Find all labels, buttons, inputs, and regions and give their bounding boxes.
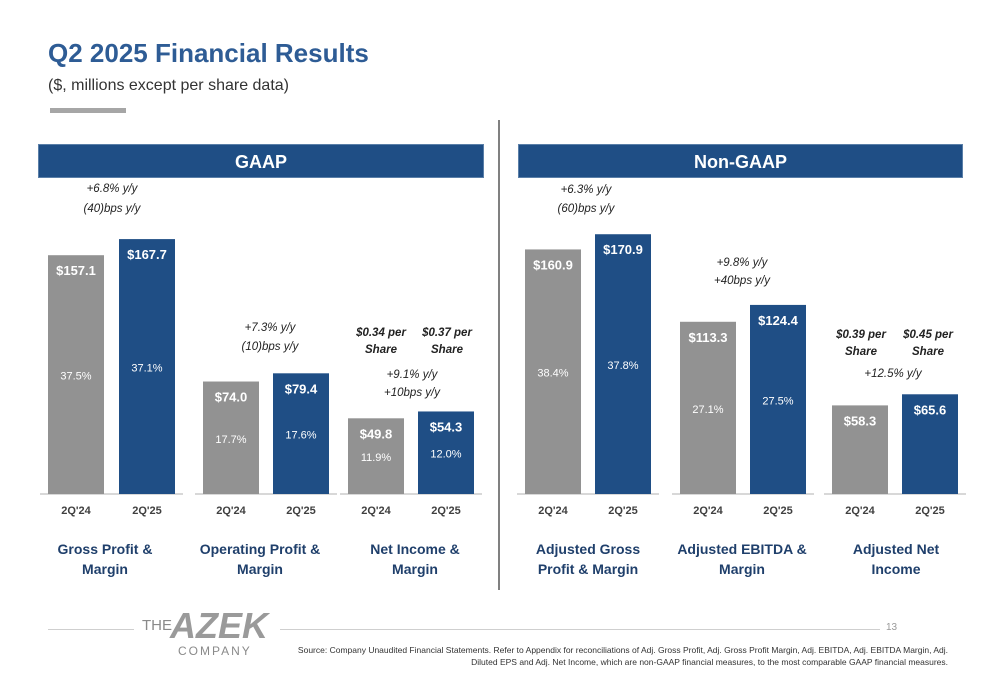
bar-value-label: $157.1 [56, 263, 96, 278]
bar-margin-label: 27.1% [692, 404, 723, 416]
yoy-annotation: +10bps y/y [384, 387, 441, 399]
chart-title: Adjusted Net [853, 541, 940, 557]
logo-the: THE [142, 617, 172, 634]
yoy-annotation: +6.3% y/y [561, 184, 613, 196]
x-tick-label: 2Q'24 [538, 505, 568, 517]
bar-value-label: $160.9 [533, 257, 573, 272]
per-share-label: $0.34 per [355, 327, 406, 339]
yoy-annotation: +7.3% y/y [245, 322, 297, 334]
yoy-annotation: +40bps y/y [714, 275, 771, 287]
x-tick-label: 2Q'25 [132, 505, 162, 517]
page-number: 13 [886, 622, 898, 633]
x-tick-label: 2Q'25 [431, 505, 461, 517]
chart-title: Profit & Margin [538, 561, 638, 577]
per-share-label: Share [431, 344, 464, 356]
bar-prior [203, 381, 259, 494]
bar-value-label: $124.4 [758, 313, 799, 328]
bar-margin-label: 12.0% [430, 449, 461, 461]
chart-title: Operating Profit & [200, 541, 321, 557]
bar-value-label: $58.3 [844, 413, 877, 428]
bar-value-label: $74.0 [215, 390, 248, 405]
chart-title: Net Income & [370, 541, 459, 557]
x-tick-label: 2Q'24 [845, 505, 875, 517]
bar-margin-label: 37.1% [131, 363, 162, 375]
x-tick-label: 2Q'24 [361, 505, 391, 517]
per-share-label: $0.45 per [902, 329, 953, 341]
x-tick-label: 2Q'24 [216, 505, 246, 517]
bar-prior [832, 405, 888, 494]
title-underline [50, 108, 126, 113]
bar-margin-label: 27.5% [762, 395, 793, 407]
per-share-label: $0.39 per [835, 329, 886, 341]
per-share-label: Share [365, 344, 398, 356]
logo-company: COMPANY [178, 644, 252, 658]
per-share-label: Share [912, 346, 945, 358]
yoy-annotation: +9.8% y/y [717, 257, 769, 269]
chart-title: Margin [719, 561, 765, 577]
bar-prior [348, 418, 404, 494]
x-tick-label: 2Q'25 [608, 505, 638, 517]
page-title: Q2 2025 Financial Results [48, 38, 369, 68]
bar-value-label: $167.7 [127, 247, 167, 262]
chart-title: Income [871, 561, 920, 577]
chart-title: Margin [392, 561, 438, 577]
bar-value-label: $113.3 [688, 330, 727, 345]
bar-current [595, 234, 651, 494]
bar-prior [680, 321, 736, 494]
yoy-annotation: (10)bps y/y [242, 341, 300, 353]
bar-prior [525, 249, 581, 494]
bar-value-label: $79.4 [285, 381, 318, 396]
chart-title: Adjusted Gross [536, 541, 640, 557]
bar-value-label: $65.6 [914, 402, 947, 417]
bar-value-label: $49.8 [360, 426, 393, 441]
footer-line-right [280, 629, 880, 630]
chart-title: Gross Profit & [58, 541, 153, 557]
bar-margin-label: 37.5% [60, 371, 91, 383]
non-gaap-banner: Non-GAAP [518, 144, 963, 178]
yoy-annotation: (40)bps y/y [84, 203, 142, 215]
section-divider [498, 120, 500, 590]
x-tick-label: 2Q'25 [286, 505, 316, 517]
chart-title: Margin [82, 561, 128, 577]
yoy-annotation: +12.5% y/y [864, 368, 922, 380]
bar-current [119, 239, 175, 494]
logo-azek: AZEK [169, 606, 270, 646]
chart-title: Adjusted EBITDA & [677, 541, 806, 557]
bar-prior [48, 255, 104, 494]
bar-current [273, 373, 329, 494]
footer-line-left [48, 629, 134, 630]
x-tick-label: 2Q'24 [693, 505, 723, 517]
page-subtitle: ($, millions except per share data) [48, 77, 289, 94]
yoy-annotation: (60)bps y/y [558, 203, 616, 215]
bar-current [750, 304, 806, 494]
yoy-annotation: +9.1% y/y [387, 369, 439, 381]
source-note: Source: Company Unaudited Financial Stat… [297, 645, 948, 667]
x-tick-label: 2Q'25 [763, 505, 793, 517]
bar-value-label: $54.3 [430, 419, 463, 434]
x-tick-label: 2Q'25 [915, 505, 945, 517]
bar-margin-label: 11.9% [361, 452, 392, 464]
per-share-label: $0.37 per [421, 327, 472, 339]
per-share-label: Share [845, 346, 878, 358]
bar-margin-label: 17.7% [215, 434, 246, 446]
azek-logo: THE AZEK COMPANY [142, 606, 270, 658]
bar-margin-label: 17.6% [285, 430, 316, 442]
bar-current [902, 394, 958, 494]
x-tick-label: 2Q'24 [61, 505, 91, 517]
bar-margin-label: 38.4% [537, 368, 568, 380]
gaap-banner: GAAP [38, 144, 484, 178]
bar-value-label: $170.9 [603, 242, 643, 257]
yoy-annotation: +6.8% y/y [87, 183, 139, 195]
chart-title: Margin [237, 561, 283, 577]
bar-margin-label: 37.8% [607, 360, 638, 372]
bar-current [418, 411, 474, 494]
